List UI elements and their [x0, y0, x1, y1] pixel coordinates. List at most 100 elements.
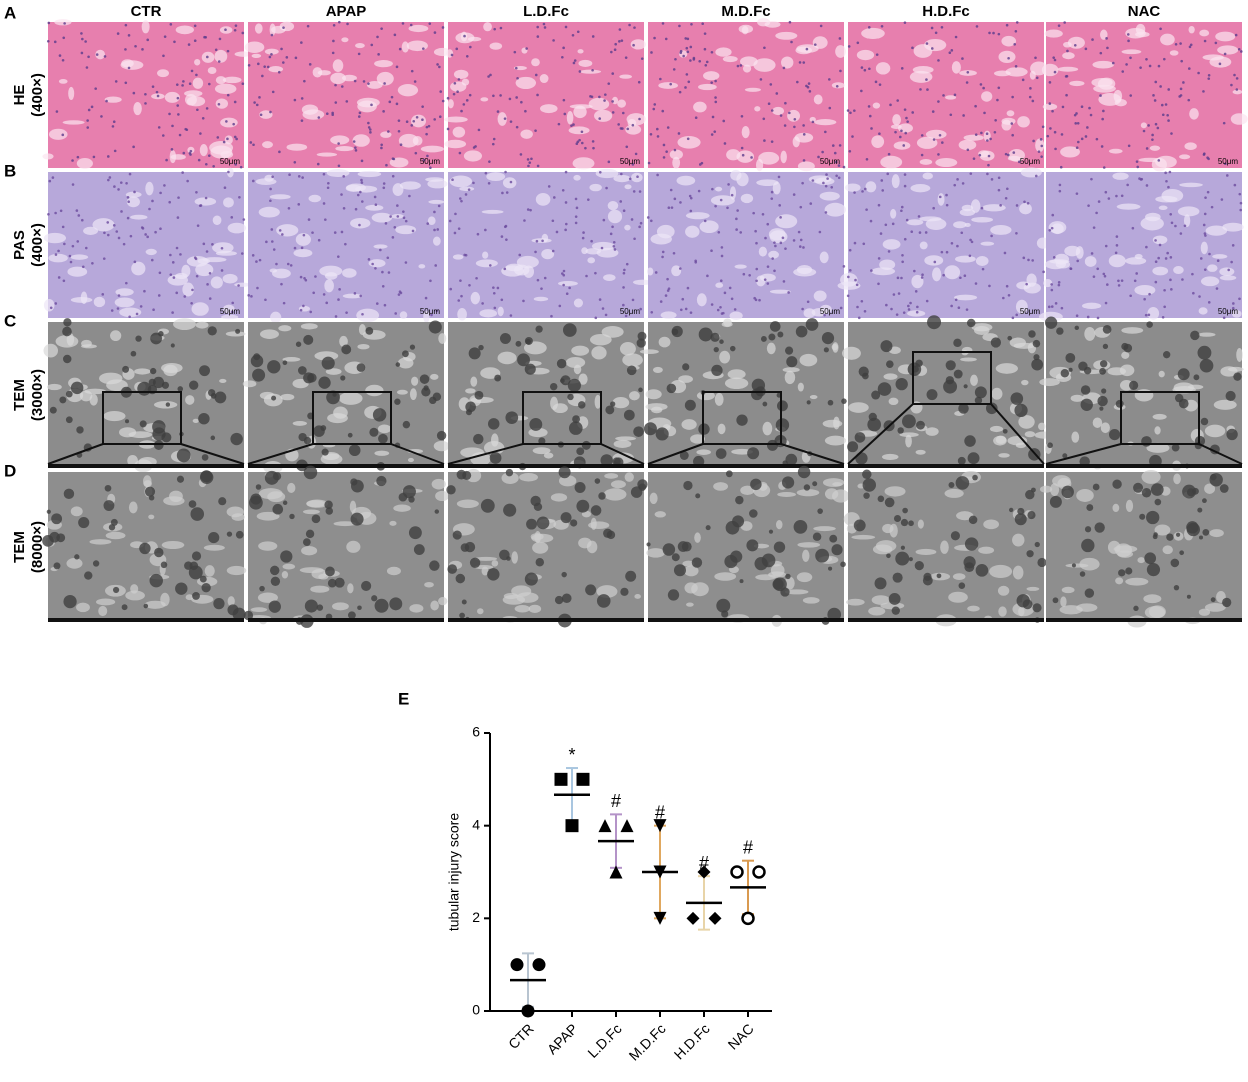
texture [253, 353, 261, 361]
texture [561, 55, 564, 59]
texture [945, 95, 957, 100]
texture [381, 270, 384, 274]
texture [168, 200, 171, 204]
texture [1207, 73, 1211, 77]
texture [1129, 294, 1132, 298]
texture [226, 565, 247, 576]
texture [897, 427, 904, 434]
texture [1099, 360, 1108, 368]
texture [806, 300, 810, 304]
texture [974, 133, 978, 136]
texture [721, 321, 733, 328]
texture [189, 149, 193, 153]
texture [459, 279, 462, 282]
texture [278, 325, 292, 332]
texture [1054, 147, 1057, 151]
texture [519, 153, 523, 156]
texture [594, 271, 597, 275]
texture [755, 279, 758, 283]
data-point [653, 819, 667, 833]
texture [612, 457, 621, 466]
texture [121, 604, 128, 611]
texture [128, 431, 153, 438]
texture [66, 558, 83, 569]
texture [610, 480, 626, 489]
texture [853, 109, 856, 112]
texture [704, 63, 708, 67]
texture [686, 37, 690, 41]
texture [666, 383, 677, 394]
texture [494, 374, 502, 382]
texture [199, 575, 207, 583]
texture [919, 88, 922, 91]
info-strip [1046, 618, 1242, 622]
texture [342, 293, 362, 299]
texture [638, 225, 641, 229]
texture [1212, 254, 1228, 259]
texture [645, 389, 662, 400]
info-strip [248, 618, 444, 622]
texture [446, 485, 456, 495]
texture [777, 175, 781, 179]
texture [172, 276, 176, 279]
texture [794, 132, 814, 143]
texture [1053, 70, 1057, 74]
texture [805, 318, 819, 331]
texture [70, 506, 83, 517]
texture [1203, 268, 1207, 271]
texture [139, 542, 151, 555]
texture [562, 98, 566, 102]
texture [1143, 594, 1162, 604]
texture [719, 198, 723, 202]
texture [576, 499, 590, 513]
texture [462, 470, 472, 480]
micrograph [243, 465, 450, 628]
texture [755, 267, 759, 271]
texture [1042, 270, 1045, 274]
texture [573, 364, 582, 375]
texture [530, 495, 541, 507]
texture [346, 22, 349, 26]
texture [793, 118, 797, 121]
texture [634, 152, 638, 156]
texture [997, 585, 1010, 596]
texture [429, 166, 432, 170]
texture [380, 146, 383, 150]
texture [103, 411, 126, 422]
texture [886, 553, 891, 559]
texture [639, 221, 643, 225]
texture [455, 573, 466, 584]
texture [324, 500, 333, 509]
texture [1137, 557, 1145, 564]
texture [63, 318, 72, 327]
texture [63, 488, 75, 500]
texture [915, 359, 923, 367]
texture [345, 311, 348, 314]
texture [253, 101, 256, 104]
texture [353, 292, 357, 295]
texture [1053, 58, 1057, 62]
texture [603, 99, 606, 102]
texture [744, 87, 762, 92]
texture [1080, 385, 1091, 395]
texture [272, 268, 291, 279]
texture [337, 142, 340, 145]
texture [940, 540, 949, 554]
texture [916, 305, 919, 309]
texture [1075, 146, 1079, 150]
texture [410, 69, 414, 73]
texture [1076, 489, 1094, 502]
texture [1064, 245, 1081, 257]
texture [225, 120, 228, 123]
texture [489, 73, 492, 77]
texture [1215, 287, 1219, 290]
texture [482, 251, 489, 259]
texture [338, 288, 341, 291]
texture [509, 120, 513, 123]
texture [833, 151, 837, 155]
texture [860, 89, 863, 93]
texture [568, 421, 583, 435]
texture [170, 343, 175, 348]
texture [145, 181, 154, 196]
texture [356, 363, 366, 372]
